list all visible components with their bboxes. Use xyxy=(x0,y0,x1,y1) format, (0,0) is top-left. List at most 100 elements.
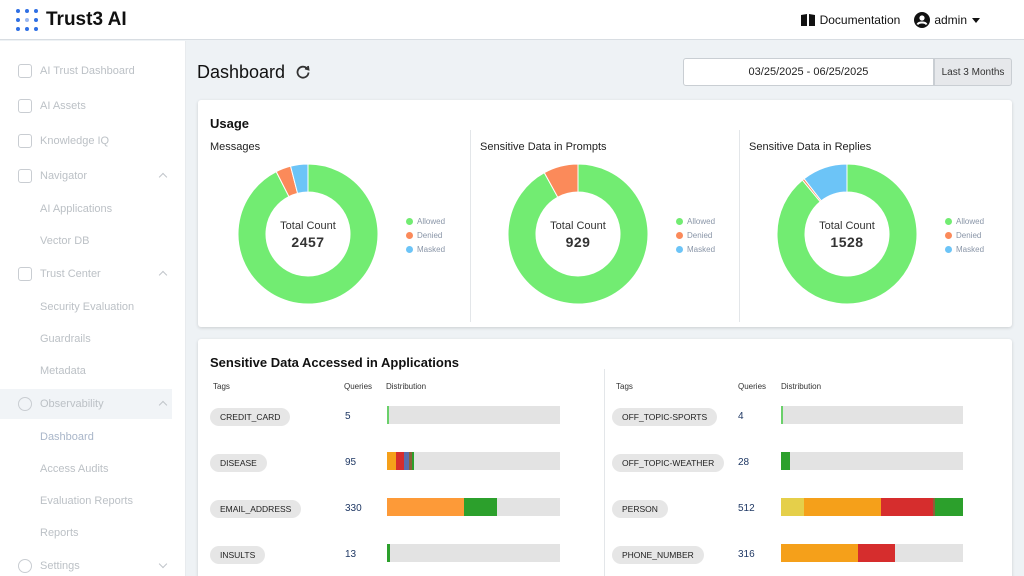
sidebar-item-label: AI Trust Dashboard xyxy=(40,65,135,77)
distribution-segment[interactable] xyxy=(387,406,389,424)
documentation-link[interactable]: Documentation xyxy=(800,13,900,27)
usage-title: Usage xyxy=(210,116,250,131)
chart-legend: Allowed Denied Masked xyxy=(676,214,715,256)
sidebar-item-reports[interactable]: Reports xyxy=(0,518,186,548)
legend-label: Masked xyxy=(956,244,985,254)
tag-chip[interactable]: EMAIL_ADDRESS xyxy=(210,500,302,518)
sidebar-item-trust-center[interactable]: Trust Center xyxy=(0,259,186,289)
column-header-tags: Tags xyxy=(616,382,633,391)
sidebar-item-label: Knowledge IQ xyxy=(40,135,110,147)
distribution-bar[interactable] xyxy=(781,406,963,424)
tag-chip[interactable]: DISEASE xyxy=(210,454,267,472)
legend-item-allowed[interactable]: Allowed xyxy=(945,214,984,228)
legend-item-allowed[interactable]: Allowed xyxy=(406,214,445,228)
tag-chip[interactable]: OFF_TOPIC-WEATHER xyxy=(612,454,725,472)
legend-item-allowed[interactable]: Allowed xyxy=(676,214,715,228)
divider xyxy=(604,369,605,576)
usage-card: Usage Messages Total Count 2457 Allowed … xyxy=(198,100,1012,327)
distribution-segment[interactable] xyxy=(932,498,936,516)
grid-icon xyxy=(18,64,32,78)
donut-segment-masked[interactable] xyxy=(289,164,309,194)
chart-legend: Allowed Denied Masked xyxy=(406,214,445,256)
sidebar-item-knowledge-iq[interactable]: Knowledge IQ xyxy=(0,126,186,156)
distribution-segment[interactable] xyxy=(781,452,791,470)
tag-chip[interactable]: INSULTS xyxy=(210,546,266,564)
sidebar-item-access-audits[interactable]: Access Audits xyxy=(0,454,186,484)
donut-segment-masked[interactable] xyxy=(803,164,848,202)
distribution-bar[interactable] xyxy=(387,498,560,516)
user-menu[interactable]: admin xyxy=(914,12,980,28)
distribution-bar[interactable] xyxy=(387,544,560,562)
distribution-segment[interactable] xyxy=(387,498,464,516)
distribution-segment[interactable] xyxy=(395,452,405,470)
legend-item-masked[interactable]: Masked xyxy=(676,242,715,256)
refresh-icon[interactable] xyxy=(295,64,311,80)
distribution-segment[interactable] xyxy=(881,498,933,516)
distribution-segment[interactable] xyxy=(463,498,497,516)
distribution-segment[interactable] xyxy=(408,452,413,470)
sidebar-item-ai-applications[interactable]: AI Applications xyxy=(0,194,186,224)
distribution-segment[interactable] xyxy=(781,498,805,516)
sidebar-item-ai-trust-dashboard[interactable]: AI Trust Dashboard xyxy=(0,56,186,86)
donut-segment-allowed[interactable] xyxy=(238,164,378,304)
distribution-segment[interactable] xyxy=(935,498,963,516)
donut-segment-denied[interactable] xyxy=(543,164,579,198)
query-count: 28 xyxy=(738,457,750,468)
sidebar-item-security-evaluation[interactable]: Security Evaluation xyxy=(0,292,186,322)
distribution-segment[interactable] xyxy=(412,452,415,470)
legend-label: Allowed xyxy=(687,216,716,226)
donut-segment-allowed[interactable] xyxy=(508,164,648,304)
distribution-bar[interactable] xyxy=(781,498,963,516)
legend-item-masked[interactable]: Masked xyxy=(406,242,445,256)
date-range-input[interactable]: 03/25/2025 - 06/25/2025 xyxy=(683,58,934,86)
sidebar-item-ai-assets[interactable]: AI Assets xyxy=(0,91,186,121)
sidebar-item-label: Guardrails xyxy=(40,333,91,345)
tag-chip[interactable]: PHONE_NUMBER xyxy=(612,546,704,564)
distribution-bar[interactable] xyxy=(387,406,560,424)
sidebar-item-label: Metadata xyxy=(40,365,86,377)
total-count-value: 2457 xyxy=(291,234,325,250)
legend-label: Allowed xyxy=(417,216,446,226)
observability-icon xyxy=(18,397,32,411)
sidebar-item-label: Reports xyxy=(40,527,79,539)
app-logo[interactable]: Trust3 AI xyxy=(16,8,127,31)
chevron-down-icon xyxy=(972,17,980,23)
distribution-segment[interactable] xyxy=(781,544,859,562)
knowledge-icon xyxy=(18,134,32,148)
column-header-queries: Queries xyxy=(344,382,373,391)
sidebar-item-label: AI Applications xyxy=(40,203,113,215)
distribution-segment[interactable] xyxy=(387,452,396,470)
distribution-segment[interactable] xyxy=(804,498,882,516)
query-count: 13 xyxy=(345,549,357,560)
sidebar-item-observability[interactable]: Observability xyxy=(0,389,172,419)
column-header-tags: Tags xyxy=(213,382,230,391)
sidebar-item-navigator[interactable]: Navigator xyxy=(0,161,186,191)
sidebar-item-metadata[interactable]: Metadata xyxy=(0,356,186,386)
distribution-segment[interactable] xyxy=(858,544,895,562)
distribution-segment[interactable] xyxy=(404,452,409,470)
chevron-up-icon xyxy=(158,172,168,182)
legend-item-denied[interactable]: Denied xyxy=(406,228,445,242)
column-header-queries: Queries xyxy=(738,382,767,391)
distribution-segment[interactable] xyxy=(781,406,783,424)
sidebar-item-dashboard[interactable]: Dashboard xyxy=(0,422,186,452)
sidebar-item-evaluation-reports[interactable]: Evaluation Reports xyxy=(0,486,186,516)
total-count-label: Total Count xyxy=(280,220,336,232)
donut-segment-allowed[interactable] xyxy=(777,164,917,304)
sidebar-item-guardrails[interactable]: Guardrails xyxy=(0,324,186,354)
tag-chip[interactable]: CREDIT_CARD xyxy=(210,408,291,426)
distribution-bar[interactable] xyxy=(781,544,963,562)
tag-chip[interactable]: OFF_TOPIC-SPORTS xyxy=(612,408,718,426)
date-preset-button[interactable]: Last 3 Months xyxy=(934,58,1012,86)
legend-item-denied[interactable]: Denied xyxy=(945,228,984,242)
tag-chip[interactable]: PERSON xyxy=(612,500,668,518)
legend-item-denied[interactable]: Denied xyxy=(676,228,715,242)
distribution-bar[interactable] xyxy=(781,452,963,470)
distribution-segment[interactable] xyxy=(387,544,391,562)
distribution-bar[interactable] xyxy=(387,452,560,470)
sidebar-item-vector-db[interactable]: Vector DB xyxy=(0,226,186,256)
legend-item-masked[interactable]: Masked xyxy=(945,242,984,256)
donut-center: Total Count 1528 xyxy=(777,220,917,250)
sidebar-item-settings[interactable]: Settings xyxy=(0,551,186,576)
query-count: 95 xyxy=(345,457,357,468)
